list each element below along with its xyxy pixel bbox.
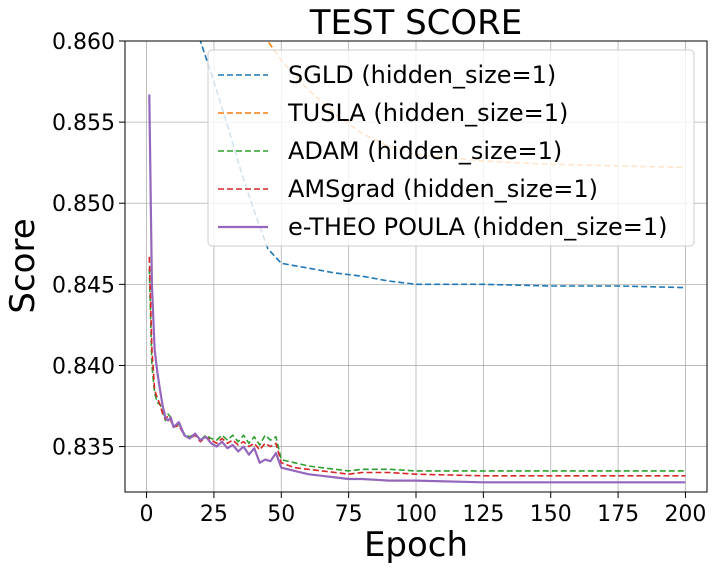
x-tick-label: 150 bbox=[530, 502, 572, 527]
x-tick-label: 0 bbox=[140, 502, 154, 527]
x-tick-label: 175 bbox=[597, 502, 639, 527]
y-tick-label: 0.845 bbox=[52, 273, 115, 298]
legend: SGLD (hidden_size=1) TUSLA (hidden_size=1… bbox=[207, 49, 695, 247]
y-axis-title: Score bbox=[3, 218, 43, 313]
y-tick-label: 0.860 bbox=[52, 30, 115, 55]
y-tick-label: 0.840 bbox=[52, 354, 115, 379]
series-line-4 bbox=[148, 256, 686, 477]
legend-label-3: ADAM (hidden_size=1) bbox=[288, 137, 562, 165]
x-tick-label: 100 bbox=[395, 502, 437, 527]
y-axis-ticks: 0.835 0.840 0.845 0.850 0.855 0.860 bbox=[52, 30, 125, 461]
legend-label-1: SGLD (hidden_size=1) bbox=[288, 61, 556, 89]
legend-label-4: AMSgrad (hidden_size=1) bbox=[288, 175, 598, 203]
x-tick-label: 75 bbox=[335, 502, 363, 527]
y-tick-label: 0.850 bbox=[52, 192, 115, 217]
x-axis-ticks: 0 25 50 75 100 125 150 175 200 bbox=[140, 492, 706, 527]
series-line-5 bbox=[148, 94, 686, 484]
x-axis-title: Epoch bbox=[364, 525, 468, 565]
x-tick-label: 25 bbox=[200, 502, 228, 527]
y-tick-label: 0.835 bbox=[52, 436, 115, 461]
series-line-3 bbox=[148, 268, 686, 472]
x-tick-label: 50 bbox=[267, 502, 295, 527]
legend-label-2: TUSLA (hidden_size=1) bbox=[287, 99, 568, 127]
y-tick-label: 0.855 bbox=[52, 111, 115, 136]
chart-title: TEST SCORE bbox=[309, 3, 523, 43]
x-tick-label: 200 bbox=[664, 502, 706, 527]
legend-box bbox=[207, 49, 695, 247]
x-tick-label: 125 bbox=[462, 502, 504, 527]
legend-label-5: e-THEO POULA (hidden_size=1) bbox=[288, 213, 667, 241]
